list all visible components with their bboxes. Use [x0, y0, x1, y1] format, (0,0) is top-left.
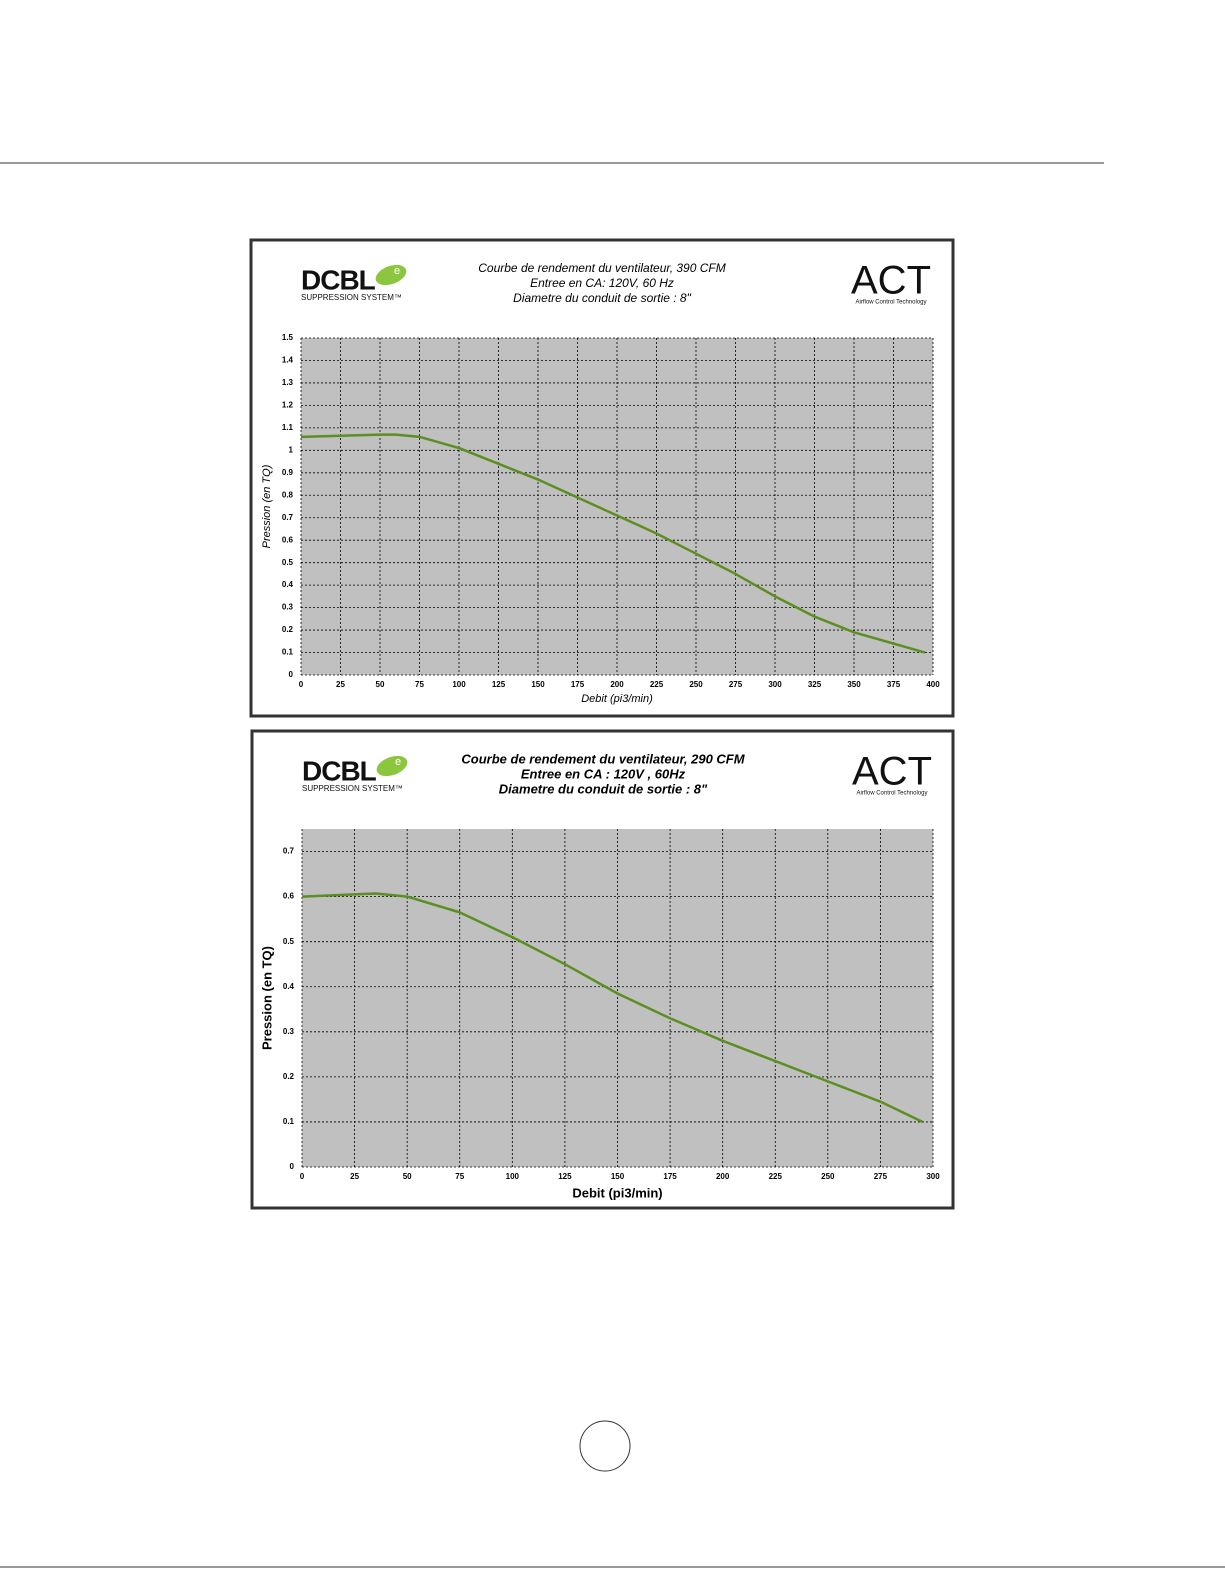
x-tick-label: 200 [610, 680, 624, 689]
x-tick-label: 300 [768, 680, 782, 689]
y-tick-label: 1.4 [282, 356, 294, 365]
y-tick-label: 0.9 [282, 468, 294, 477]
y-tick-label: 0.3 [283, 1027, 295, 1036]
logo-left-mark: e [394, 265, 400, 277]
y-tick-label: 0.7 [282, 513, 294, 522]
chart-subtitle: Diametre du conduit de sortie : 8" [499, 781, 708, 796]
y-tick-label: 0.5 [283, 937, 295, 946]
y-tick-label: 0.2 [282, 625, 294, 634]
x-tick-label: 125 [492, 680, 506, 689]
x-tick-label: 250 [821, 1172, 835, 1181]
x-tick-label: 250 [689, 680, 703, 689]
y-axis-label: Pression (en TQ) [259, 946, 274, 1050]
x-tick-label: 225 [650, 680, 664, 689]
y-tick-label: 0.1 [283, 1117, 295, 1126]
y-tick-label: 1.2 [282, 401, 294, 410]
x-tick-label: 275 [874, 1172, 888, 1181]
y-tick-label: 1.1 [282, 423, 294, 432]
page-number-circle [579, 1420, 631, 1472]
x-tick-label: 300 [926, 1172, 940, 1181]
logo-leaf [375, 264, 407, 286]
y-tick-label: 0.6 [283, 892, 295, 901]
chart-title: Courbe de rendement du ventilateur, 290 … [461, 751, 745, 766]
y-tick-label: 1.5 [282, 333, 294, 342]
y-tick-label: 0.3 [282, 603, 294, 612]
x-tick-label: 150 [611, 1172, 625, 1181]
chart-subtitle: Diametre du conduit de sortie : 8" [513, 291, 691, 305]
x-axis-label: Debit (pi3/min) [581, 693, 653, 705]
x-tick-label: 0 [300, 1172, 305, 1181]
logo-left-tagline: SUPPRESSION SYSTEM™ [302, 784, 403, 793]
x-tick-label: 100 [506, 1172, 520, 1181]
logo-leaf [376, 755, 408, 777]
x-tick-label: 25 [350, 1172, 359, 1181]
data-line [301, 892, 924, 1124]
x-tick-label: 175 [571, 680, 585, 689]
x-tick-label: 0 [299, 680, 304, 689]
x-tick-label: 50 [376, 680, 385, 689]
y-tick-label: 0.5 [282, 558, 294, 567]
x-tick-label: 150 [531, 680, 545, 689]
x-tick-label: 100 [452, 680, 466, 689]
logo-left-tagline: SUPPRESSION SYSTEM™ [301, 293, 402, 302]
y-axis-label: Pression (en TQ) [261, 464, 273, 548]
x-tick-label: 275 [729, 680, 743, 689]
x-tick-label: 350 [847, 680, 861, 689]
logo-left-name: DCBL [301, 264, 376, 295]
logo-right-name: ACT [851, 259, 931, 303]
x-axis-label: Debit (pi3/min) [572, 1185, 662, 1200]
y-tick-label: 1 [289, 445, 294, 454]
x-tick-label: 25 [336, 680, 345, 689]
x-tick-label: 375 [887, 680, 901, 689]
logo-right-name: ACT [852, 750, 932, 794]
x-tick-label: 75 [415, 680, 424, 689]
x-tick-label: 125 [558, 1172, 572, 1181]
x-tick-label: 50 [403, 1172, 412, 1181]
x-tick-label: 175 [663, 1172, 677, 1181]
chart-title: Courbe de rendement du ventilateur, 390 … [478, 261, 725, 275]
logo-left-mark: e [395, 756, 401, 768]
x-tick-label: 200 [716, 1172, 730, 1181]
y-tick-label: 1.3 [282, 378, 294, 387]
y-tick-label: 0.8 [282, 490, 294, 499]
y-tick-label: 0.4 [282, 580, 294, 589]
x-tick-label: 325 [808, 680, 822, 689]
logo-right-tagline: Airflow Control Technology [856, 300, 927, 306]
y-tick-label: 0.7 [283, 847, 295, 856]
y-tick-label: 0 [290, 1162, 295, 1171]
x-tick-label: 400 [926, 680, 940, 689]
x-tick-label: 75 [455, 1172, 464, 1181]
logo-left-name: DCBL [302, 755, 377, 786]
logo-right-tagline: Airflow Control Technology [857, 791, 928, 797]
x-tick-label: 225 [769, 1172, 783, 1181]
chart-subtitle: Entree en CA: 120V, 60 Hz [530, 276, 674, 290]
y-tick-label: 0 [289, 670, 294, 679]
y-tick-label: 0.2 [283, 1072, 295, 1081]
y-tick-label: 0.1 [282, 648, 294, 657]
data-line [300, 433, 926, 654]
y-tick-label: 0.6 [282, 535, 294, 544]
chart-subtitle: Entree en CA : 120V , 60Hz [521, 766, 686, 781]
y-tick-label: 0.4 [283, 982, 295, 991]
